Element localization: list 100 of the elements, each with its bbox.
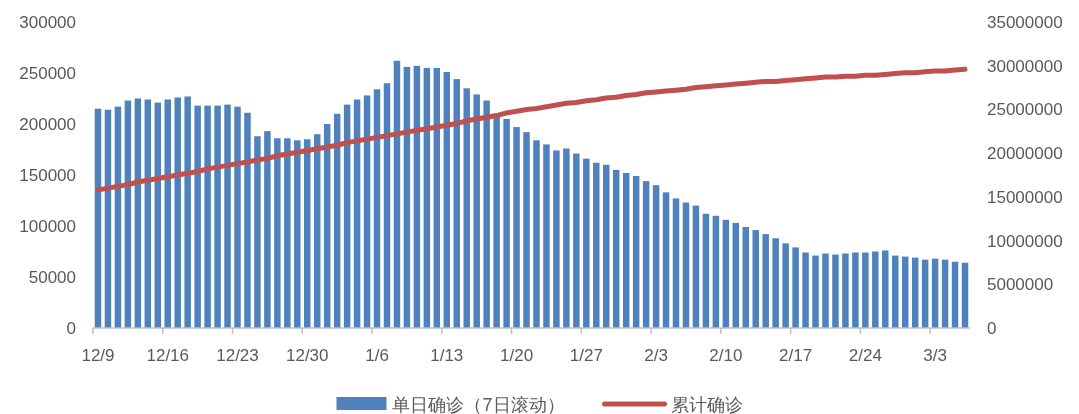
bar	[453, 79, 460, 328]
bar	[892, 255, 899, 328]
x-tick-label: 2/3	[644, 346, 668, 365]
bar	[722, 219, 730, 328]
bar	[941, 259, 949, 328]
bar	[832, 254, 839, 328]
x-tick-label: 1/13	[430, 346, 464, 365]
bar	[403, 66, 411, 328]
y-tick-label: 300000	[19, 13, 76, 32]
y2-tick-label: 5000000	[987, 275, 1054, 295]
bar	[433, 67, 441, 328]
bar	[274, 138, 281, 328]
bar	[523, 132, 530, 328]
bar	[114, 106, 122, 328]
x-tick-label: 12/23	[216, 346, 259, 365]
bar	[682, 202, 690, 328]
bar	[363, 95, 371, 328]
bar	[323, 124, 331, 328]
bar	[782, 243, 789, 328]
bar	[284, 138, 291, 328]
bar	[503, 118, 510, 328]
y-tick-label: 0	[66, 319, 76, 338]
bar	[931, 258, 939, 328]
x-tick-label: 2/17	[779, 346, 813, 365]
bar	[762, 234, 769, 328]
bar	[603, 164, 610, 328]
x-tick-label: 2/10	[709, 346, 743, 365]
y2-tick-label: 35000000	[987, 13, 1063, 32]
bar	[343, 104, 351, 328]
bar	[174, 97, 181, 328]
x-tick-label: 1/6	[365, 346, 389, 365]
bar	[313, 134, 321, 328]
bar	[383, 83, 391, 328]
bar	[164, 99, 171, 328]
bar	[194, 105, 201, 328]
bar	[373, 89, 381, 328]
bar	[732, 222, 740, 328]
bar	[124, 100, 132, 328]
bar	[702, 213, 710, 328]
y-tick-label: 250000	[19, 64, 76, 83]
y-tick-label: 150000	[19, 166, 76, 185]
bar	[901, 256, 909, 328]
bar	[543, 144, 550, 328]
bar	[622, 172, 630, 328]
bar	[244, 112, 251, 328]
bar	[443, 71, 451, 328]
legend-label: 单日确诊（7日滚动）	[392, 395, 565, 414]
bar	[951, 261, 959, 328]
y-tick-label: 50000	[28, 268, 76, 287]
bar	[154, 102, 162, 328]
bar	[812, 255, 819, 328]
bar	[583, 158, 590, 328]
bar	[672, 198, 680, 328]
bar	[872, 251, 879, 328]
bar	[533, 140, 540, 328]
bar	[144, 99, 152, 328]
y2-tick-label: 0	[987, 319, 997, 338]
bar	[254, 136, 261, 328]
bar	[652, 185, 660, 328]
bar	[234, 106, 241, 328]
bar	[553, 150, 560, 328]
bar	[214, 105, 221, 328]
bar	[294, 140, 301, 328]
x-tick-label: 2/24	[848, 346, 882, 365]
bar	[423, 67, 431, 328]
bar	[921, 259, 929, 328]
bar	[94, 108, 102, 328]
bar	[662, 192, 670, 328]
bar	[882, 250, 889, 328]
x-tick-label: 1/20	[500, 346, 534, 365]
y-tick-label: 200000	[19, 115, 76, 134]
bar	[862, 252, 869, 328]
bar	[134, 98, 142, 328]
y2-tick-label: 20000000	[987, 144, 1063, 164]
bar	[692, 205, 700, 328]
x-tick-label: 12/30	[285, 346, 329, 365]
y2-tick-label: 15000000	[987, 187, 1063, 207]
bar	[792, 247, 799, 328]
bar	[961, 262, 969, 328]
bar	[393, 60, 401, 328]
bar	[463, 88, 470, 328]
legend-label: 累计确诊	[670, 395, 743, 414]
bar	[772, 238, 779, 328]
bar	[333, 113, 341, 328]
bar	[742, 227, 750, 328]
y2-tick-label: 30000000	[987, 56, 1063, 76]
bar	[413, 65, 421, 328]
bar	[852, 252, 859, 328]
y2-tick-label: 25000000	[987, 100, 1063, 120]
bar	[473, 94, 480, 328]
bar	[483, 100, 490, 328]
bar	[752, 230, 759, 328]
bar	[204, 105, 211, 328]
bar	[304, 139, 311, 328]
bar	[563, 148, 570, 328]
bar	[593, 162, 600, 328]
bar	[712, 215, 720, 328]
y-tick-label: 100000	[19, 217, 76, 236]
bar	[353, 99, 361, 328]
bar	[842, 253, 849, 328]
